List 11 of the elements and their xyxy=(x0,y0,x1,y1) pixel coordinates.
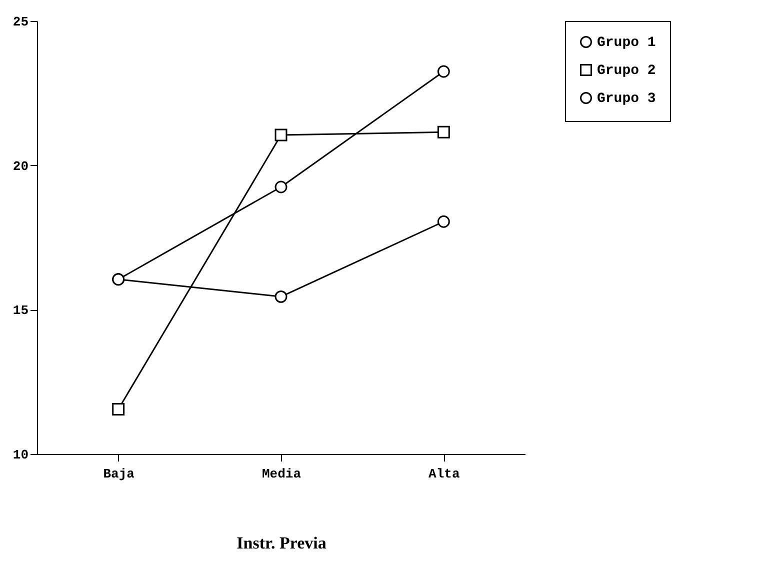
x-tick-label: Alta xyxy=(428,466,460,482)
x-tick-label: Media xyxy=(262,466,302,482)
y-tick-label: 25 xyxy=(12,14,29,30)
legend-label: Grupo 3 xyxy=(597,91,656,107)
x-axis-title: Instr. Previa xyxy=(236,534,327,552)
y-tick-label: 15 xyxy=(12,303,29,318)
y-tick-label: 20 xyxy=(12,158,29,174)
x-tick-label: Baja xyxy=(103,466,135,482)
y-tick-label: 10 xyxy=(12,448,29,462)
legend-label: Grupo 2 xyxy=(597,63,656,79)
legend-label: Grupo 1 xyxy=(597,35,656,51)
